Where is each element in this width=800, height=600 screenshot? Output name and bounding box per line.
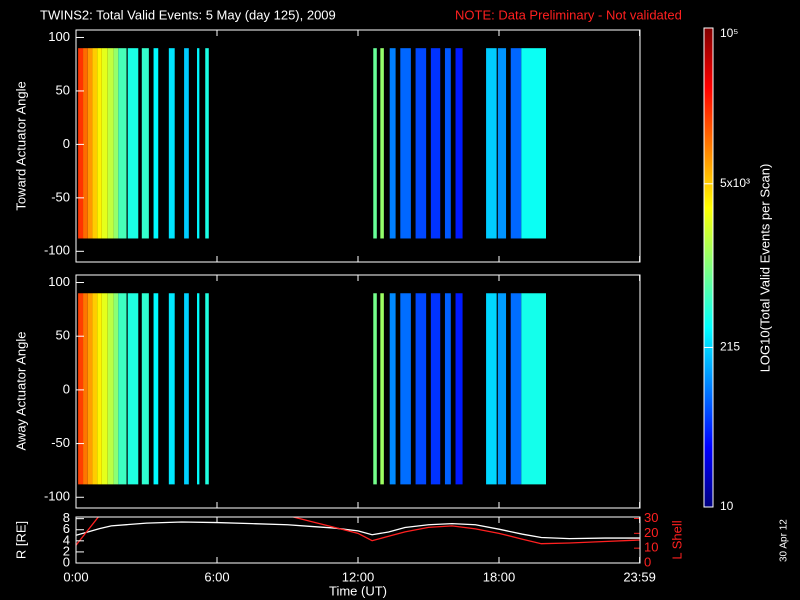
heatmap-cell [141, 293, 149, 485]
heatmap-cell [389, 293, 396, 485]
heatmap-cell [380, 48, 384, 239]
y-tick-label: 0 [63, 381, 70, 396]
heatmap-cell [78, 293, 84, 485]
colorbar-tick-label: 10⁵ [720, 26, 738, 40]
heatmap-cell [107, 48, 114, 239]
y2-tick-label: 10 [644, 540, 658, 555]
heatmap-cell [444, 293, 451, 485]
x-tick-label: 23:59 [623, 569, 656, 584]
y2-tick-label: 30 [644, 510, 658, 525]
heatmap-cell [168, 48, 175, 239]
y-axis-title: R [RE] [13, 521, 28, 559]
heatmap-cell [415, 48, 427, 239]
colorbar-tick-label: 10 [720, 499, 734, 513]
y-tick-label: 100 [48, 274, 70, 289]
heatmap-cell [184, 48, 189, 239]
heatmap-cell [455, 48, 463, 239]
heatmap-cell [197, 48, 200, 239]
line [76, 521, 640, 540]
y2-axis-title: L Shell [669, 520, 684, 559]
heatmap-cell [184, 293, 189, 485]
heatmap-cell [92, 293, 98, 485]
heatmap-cell [389, 48, 396, 239]
y-tick-label: -100 [44, 489, 70, 504]
y-tick-label: -50 [51, 435, 70, 450]
heatmap-cell [97, 293, 102, 485]
y-tick-label: 100 [48, 29, 70, 44]
heatmap-cell [400, 48, 411, 239]
heatmap-cell [118, 293, 127, 485]
heatmap-cell [486, 293, 497, 485]
y2-tick-label: 20 [644, 525, 658, 540]
heatmap-cell [87, 48, 93, 239]
heatmap-cell [205, 48, 209, 239]
y-axis-title: Away Actuator Angle [13, 331, 28, 450]
heatmap-cell [430, 293, 441, 485]
heatmap-cell [486, 48, 497, 239]
line-group [76, 517, 640, 546]
heatmap-cell [83, 293, 88, 485]
x-tick-label: 18:00 [483, 569, 516, 584]
heatmap-cell [153, 293, 159, 485]
y-tick-label: -100 [44, 243, 70, 258]
y-tick-label: 50 [56, 82, 70, 97]
y-tick-label: 8 [63, 510, 70, 525]
y-tick-label: 50 [56, 328, 70, 343]
heatmap-cell [97, 48, 102, 239]
heatmap-cell [197, 293, 200, 485]
heatmap-cell [168, 293, 175, 485]
colorbar-title: LOG10(Total Valid Events per Scan) [757, 164, 772, 373]
heatmap-cell [101, 293, 108, 485]
y-axis-title: Toward Actuator Angle [13, 81, 28, 210]
heatmap-cell [380, 293, 384, 485]
heatmap-cell [101, 48, 108, 239]
y-tick-label: 4 [63, 532, 70, 547]
date-stamp: 30 Apr 12 [779, 519, 790, 562]
heatmap-cell [87, 293, 93, 485]
heatmap-cell [521, 48, 546, 239]
heatmap-cell [444, 48, 451, 239]
heatmap-cell [521, 293, 546, 485]
colorbar-tick-label: 215 [720, 340, 740, 354]
x-tick-label: 0:00 [63, 569, 88, 584]
heatmap-cell [141, 48, 149, 239]
x-tick-label: 12:00 [342, 569, 375, 584]
heatmap-cell [510, 48, 522, 239]
heatmap-cell [83, 48, 88, 239]
y-tick-label: -50 [51, 189, 70, 204]
x-axis-title: Time (UT) [329, 583, 387, 598]
heatmap-cell [400, 293, 411, 485]
heatmap-cell [127, 48, 139, 239]
heatmap-cell [497, 48, 507, 239]
x-tick-label: 6:00 [204, 569, 229, 584]
heatmap-cell [92, 48, 98, 239]
heatmap-cell [118, 48, 127, 239]
heatmap-cell [113, 48, 119, 239]
colorbar [703, 27, 714, 508]
colorbar-tick-label: 5x10³ [720, 176, 750, 190]
heatmap-cell [373, 48, 377, 239]
heatmap-cell [510, 293, 522, 485]
y-tick-label: 2 [63, 543, 70, 558]
y-tick-label: 0 [63, 554, 70, 569]
heatmap-cell [455, 293, 463, 485]
heatmap-cell [78, 48, 84, 239]
heatmap-cell [107, 293, 114, 485]
y-tick-label: 0 [63, 136, 70, 151]
y-tick-label: 6 [63, 521, 70, 536]
heatmap-cell [127, 293, 139, 485]
heatmap-cell [430, 48, 441, 239]
note: NOTE: Data Preliminary - Not validated [455, 7, 682, 22]
heatmap-cell [205, 293, 209, 485]
chart-title: TWINS2: Total Valid Events: 5 May (day 1… [40, 7, 336, 22]
heatmap-cell [113, 293, 119, 485]
heatmap-cell [153, 48, 159, 239]
heatmap-cell [497, 293, 507, 485]
heatmap-cell [415, 293, 427, 485]
heatmap-cell [373, 293, 377, 485]
y2-tick-label: 0 [644, 554, 651, 569]
line [76, 517, 640, 546]
